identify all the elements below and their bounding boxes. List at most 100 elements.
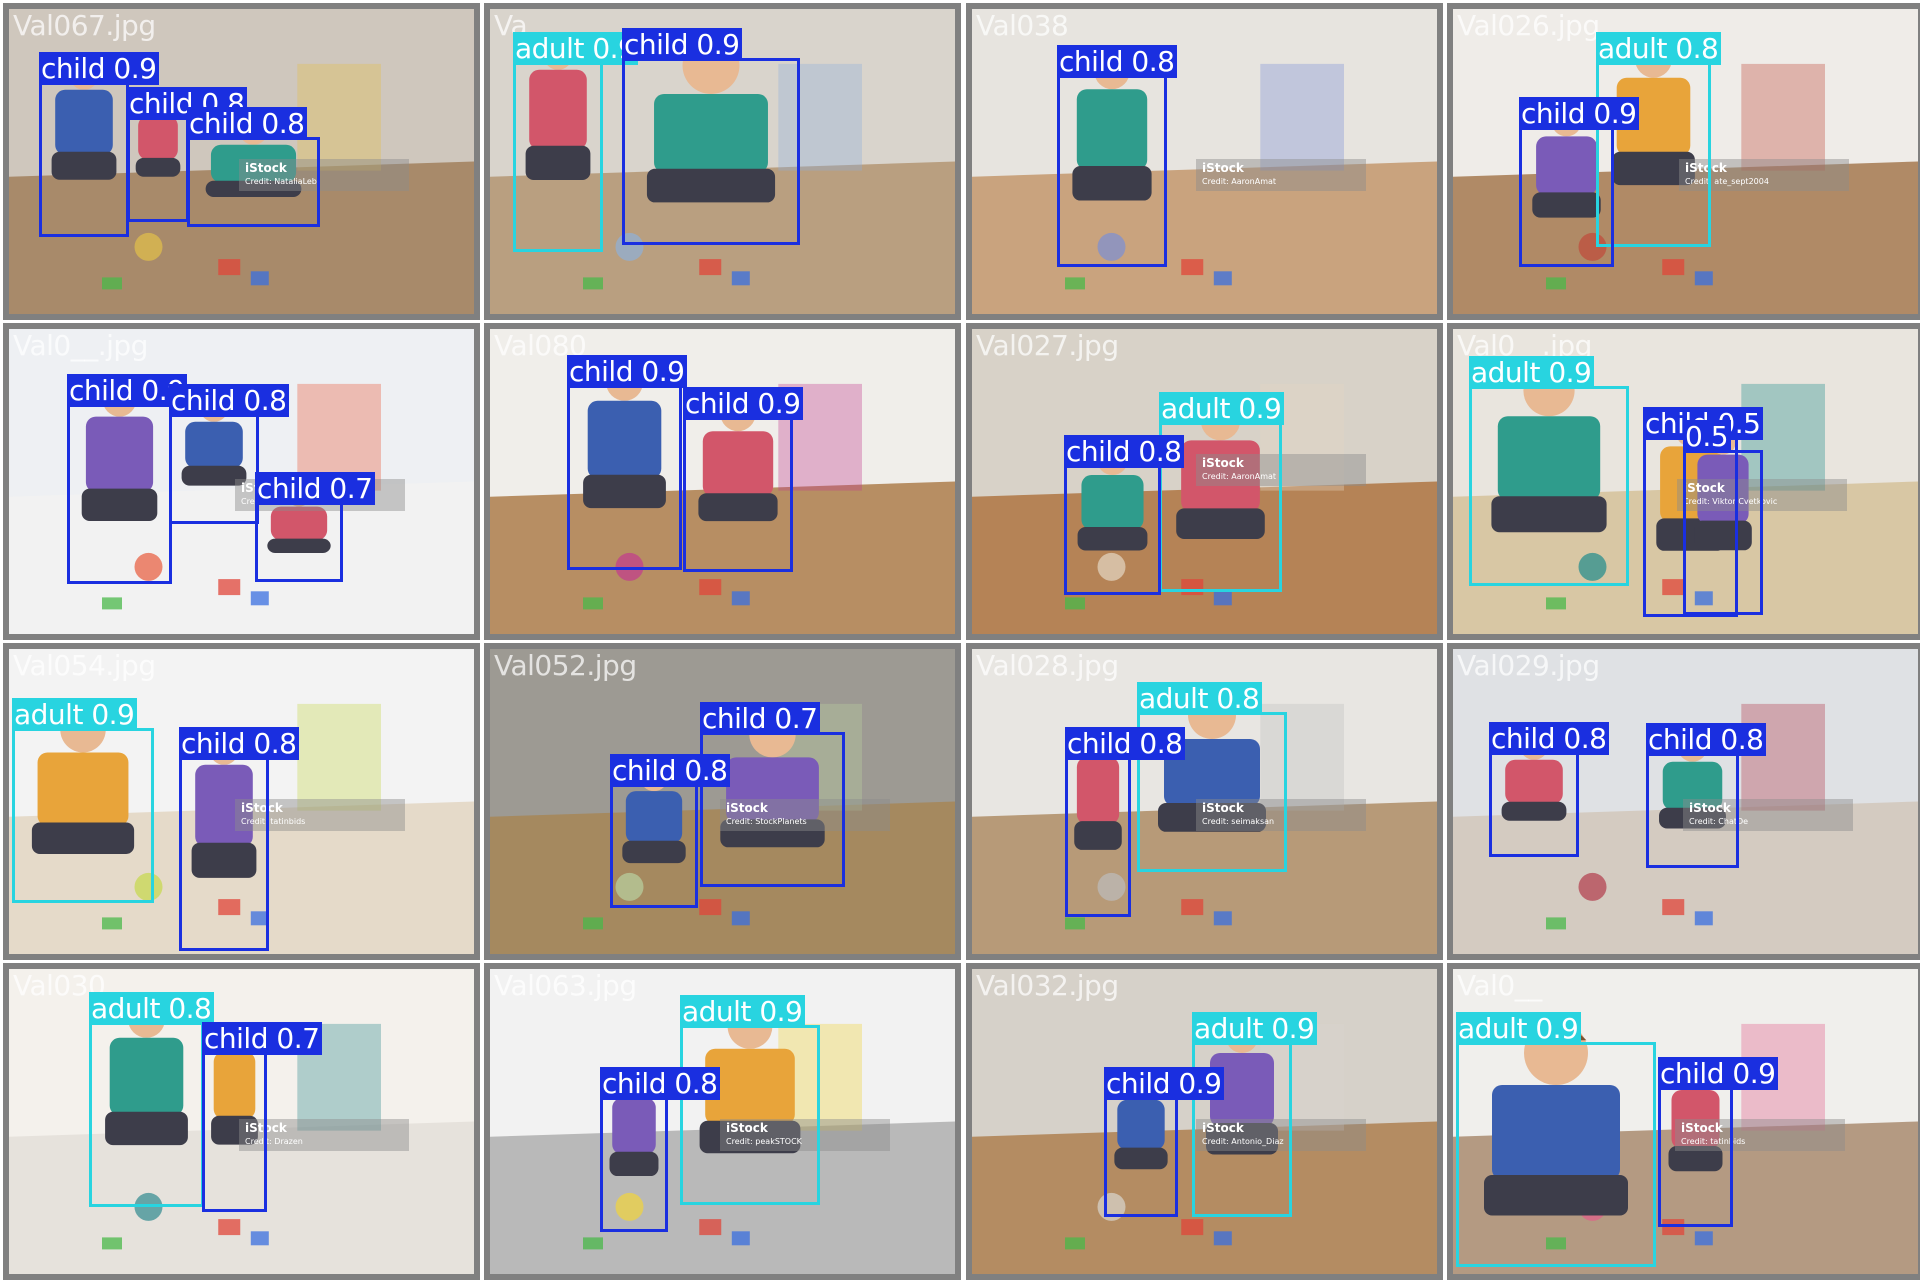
child-detection-box: child 0.8 [1057, 45, 1178, 267]
detection-label: child 0.8 [1489, 722, 1610, 755]
watermark-brand: iStock [726, 1121, 768, 1135]
detection-tile: Val052.jpg iStock Credit: StockPlanets chil… [484, 643, 961, 960]
detection-label: adult 0.9 [1192, 1012, 1318, 1045]
detection-label: adult 0.9 [1456, 1012, 1582, 1045]
image-filename: Val038 [976, 9, 1069, 42]
detection-tile: Val080 child 0.9 child 0.9 [484, 323, 961, 640]
adult-detection-box: adult 0.9 [513, 32, 639, 252]
person-silhouette [211, 1031, 258, 1145]
photo-scene [972, 329, 1437, 634]
detection-tile: Val054.jpg iStock Credit: tatinbids adult 0… [3, 643, 480, 960]
image-filename: Val067.jpg [13, 9, 156, 42]
image-filename: Val026.jpg [1457, 9, 1600, 42]
stock-watermark: iStock Credit: ChatDe [1683, 799, 1853, 831]
image-filename: Val063.jpg [494, 969, 637, 1002]
detection-tile: Val027.jpg iStock Credit: AaronAmat adult 0… [966, 323, 1443, 640]
child-detection-box: child 0.8 [169, 384, 290, 524]
child-detection-box: child 0.9 [1658, 1057, 1779, 1227]
watermark-brand: iStock [1683, 481, 1725, 495]
image-filename: Val032.jpg [976, 969, 1119, 1002]
watermark-brand: iStock [245, 161, 287, 175]
watermark-credit: Credit: Antonio_Diaz [1202, 1137, 1284, 1146]
stock-watermark: iStock Credit: seimaksan [1196, 799, 1366, 831]
child-detection-box: child 0.7 [700, 702, 845, 887]
adult-detection-box: adult 0.9 [1192, 1012, 1318, 1217]
child-detection-box: child 0.9 [39, 52, 160, 237]
detection-label: child 0.9 [567, 355, 688, 388]
watermark-credit: Credit: tatinbids [1681, 1137, 1746, 1146]
detection-label: adult 0.9 [1469, 356, 1595, 389]
image-filename: Val029.jpg [1457, 649, 1600, 682]
watermark-brand: iStock [1681, 1121, 1723, 1135]
detection-label: adult 0.9 [680, 995, 806, 1028]
image-filename: Val054.jpg [13, 649, 156, 682]
child-detection-box: child 0.8 [1065, 727, 1186, 917]
watermark-brand: iStock [1689, 801, 1731, 815]
stock-watermark: iStock Credit: tatinbids [235, 799, 405, 831]
stock-watermark: iStock Credit: Antonio_Diaz [1196, 1119, 1366, 1151]
adult-detection-box: adult 0.9 [1456, 1012, 1656, 1267]
detection-tile: Val029.jpg iStock Credit: ChatDe child 0.8 c… [1447, 643, 1920, 960]
watermark-credit: Credit: NataliaLeb [245, 177, 317, 186]
child-detection-box: child 0.9 [567, 355, 688, 570]
detection-label: child 0.9 [622, 28, 743, 61]
stock-watermark: iStock Credit: Drazen [239, 1119, 409, 1151]
detection-tile: Val038 iStock Credit: AaronAmat child 0.8 [966, 3, 1443, 320]
photo-scene [9, 9, 474, 314]
child-detection-box: child 0.8 [610, 754, 731, 908]
detection-label: child 0.9 [1658, 1057, 1779, 1090]
child-detection-box: child 0.9 [1519, 97, 1640, 267]
child-detection-box: child 0.8 [1064, 435, 1185, 595]
adult-detection-box: adult 0.9 [680, 995, 820, 1205]
child-detection-box: child 0.9 [683, 387, 804, 572]
detection-label: child 0.9 [39, 52, 160, 85]
detection-label: child 0.8 [600, 1067, 721, 1100]
stock-watermark: iStock Credit: NataliaLeb [239, 159, 409, 191]
image-filename: Val0__ [1457, 969, 1542, 1002]
detection-label: child 0.8 [1646, 723, 1767, 756]
detection-label: 0.5 [1683, 420, 1732, 453]
detection-label: child 0.9 [683, 387, 804, 420]
stock-watermark: iStock Credit: AaronAmat [1196, 159, 1366, 191]
detection-label: adult 0.8 [1596, 32, 1722, 65]
child-detection-box: child 0.7 [202, 1022, 323, 1212]
detection-label: child 0.7 [255, 472, 376, 505]
detection-label: adult 0.8 [89, 992, 215, 1025]
watermark-credit: Credit: StockPlanets [726, 817, 807, 826]
adult-detection-box: adult 0.8 [1137, 682, 1287, 872]
detection-tile: Val032.jpg iStock Credit: Antonio_Diaz adul… [966, 963, 1443, 1280]
child-detection-box: child 0.8 [1489, 722, 1610, 857]
watermark-brand: iStock [241, 801, 283, 815]
detection-label: child 0.9 [1519, 97, 1640, 130]
detection-tile: Val030 iStock Credit: Drazen adult 0.8 child… [3, 963, 480, 1280]
watermark-credit: Credit: ate_sept2004 [1685, 177, 1769, 186]
detection-label: adult 0.9 [513, 32, 639, 65]
child-detection-box: child 0.8 [187, 107, 320, 227]
image-filename: Val028.jpg [976, 649, 1119, 682]
photo-scene [9, 969, 474, 1274]
photo-scene [972, 9, 1437, 314]
detection-tile: Val063.jpg iStock Credit: peakSTOCK adult 0… [484, 963, 961, 1280]
watermark-credit: Credit: seimaksan [1202, 817, 1275, 826]
detection-label: adult 0.9 [1159, 392, 1285, 425]
photo-scene [490, 649, 955, 954]
watermark-credit: Credit: AaronAmat [1202, 472, 1277, 481]
child-detection-box: child 0.7 [255, 472, 376, 582]
child-detection-box: 0.5 [1683, 420, 1763, 615]
detection-label: adult 0.9 [12, 698, 138, 731]
watermark-brand: iStock [1202, 801, 1244, 815]
detection-label: child 0.8 [1057, 45, 1178, 78]
watermark-credit: Credit: peakSTOCK [726, 1137, 802, 1146]
adult-detection-box: adult 0.8 [1596, 32, 1722, 247]
child-detection-box: child 0.8 [179, 727, 300, 951]
watermark-credit: Credit: tatinbids [241, 817, 306, 826]
detection-label: child 0.9 [67, 374, 188, 407]
detection-label: child 0.9 [1104, 1067, 1225, 1100]
detection-tile: Val026.jpg iStock Credit: ate_sept2004 adul… [1447, 3, 1920, 320]
detection-label: child 0.8 [169, 384, 290, 417]
watermark-brand: iStock [726, 801, 768, 815]
watermark-credit: Credit: ChatDe [1689, 817, 1749, 826]
image-filename: Val027.jpg [976, 329, 1119, 362]
